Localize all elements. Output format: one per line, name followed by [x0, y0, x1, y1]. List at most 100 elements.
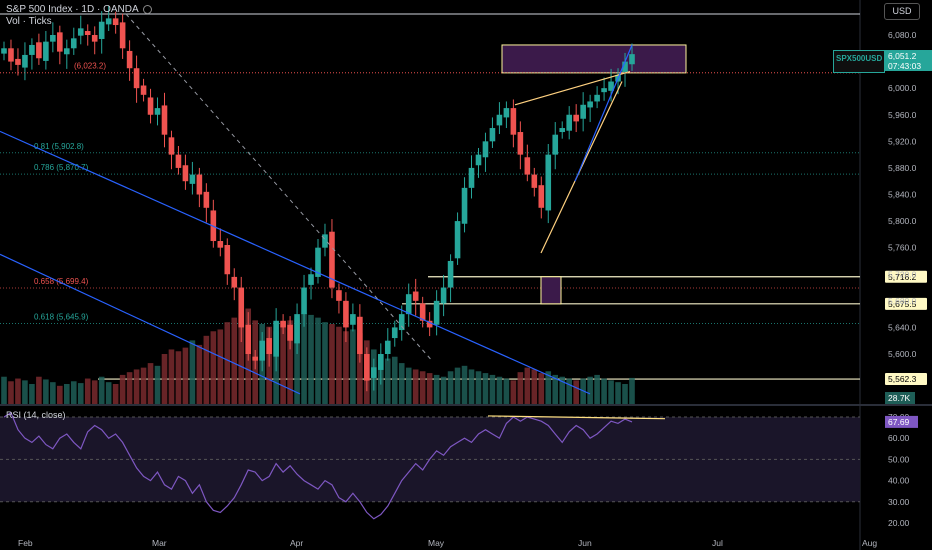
- volume-bar: [475, 371, 482, 404]
- candle-body: [496, 114, 503, 126]
- candle-body: [538, 185, 545, 208]
- volume-bar: [126, 372, 133, 404]
- volume-bar: [287, 320, 293, 404]
- volume-indicator-label[interactable]: Vol · Ticks: [6, 16, 52, 27]
- candle-body: [329, 231, 335, 288]
- volume-bar: [587, 376, 593, 404]
- candle-body: [259, 340, 265, 361]
- currency-button[interactable]: USD: [884, 3, 920, 20]
- channel-line: [574, 44, 633, 182]
- candle-body: [517, 132, 524, 155]
- candle-body: [489, 128, 496, 142]
- fib-label: 0.81 (5,902.8): [34, 142, 84, 151]
- volume-bar: [196, 344, 203, 404]
- candle-body: [461, 187, 468, 224]
- volume-bar: [70, 381, 77, 404]
- symbol-title-row[interactable]: S&P 500 Index · 1D · OANDA: [6, 4, 152, 16]
- candle-body: [1, 48, 7, 54]
- volume-value-label: 28.7K: [888, 393, 911, 403]
- rsi-value-tag: [885, 415, 918, 428]
- candle-body: [419, 303, 426, 321]
- volume-bar: [545, 371, 552, 404]
- candle-body: [168, 137, 175, 155]
- candle-body: [266, 338, 272, 354]
- volume-bar: [503, 378, 510, 404]
- candle-body: [91, 35, 98, 42]
- candle-body: [70, 38, 77, 49]
- candle-body: [126, 50, 133, 69]
- candle-body: [294, 314, 300, 344]
- level-tag-bg: [885, 270, 927, 283]
- level-tag-bg: [885, 373, 927, 386]
- x-tick-label: Feb: [18, 538, 33, 548]
- candle-body: [552, 134, 559, 155]
- candle-body: [77, 28, 84, 36]
- candle-body: [405, 294, 412, 315]
- candle-body: [503, 108, 510, 118]
- candle-body: [119, 22, 126, 49]
- candle-body: [133, 68, 140, 89]
- candle-body: [378, 354, 384, 370]
- volume-bar: [147, 363, 154, 404]
- candle-body: [29, 44, 35, 55]
- candle-body: [357, 316, 363, 354]
- fib-label: 0.618 (5,645.9): [34, 312, 89, 321]
- candle-body: [573, 114, 579, 122]
- ticker-symbol-box: SPX500USD: [833, 50, 885, 73]
- candle-body: [468, 167, 475, 188]
- candle-body: [50, 35, 56, 42]
- volume-bar: [315, 317, 321, 404]
- candle-body: [64, 48, 70, 55]
- volume-bar: [391, 356, 398, 404]
- x-tick-label: Jun: [578, 538, 592, 548]
- candle-body: [22, 54, 28, 68]
- volume-bar: [36, 376, 42, 404]
- rsi-resistance-line: [487, 415, 666, 420]
- x-tick-label: Mar: [152, 538, 167, 548]
- candle-body: [524, 157, 531, 175]
- candle-body: [98, 21, 105, 39]
- volume-bar: [405, 367, 412, 404]
- candle-body: [287, 324, 293, 341]
- volume-bar: [615, 382, 621, 404]
- volume-bar: [210, 331, 217, 404]
- volume-bar: [566, 378, 572, 404]
- trendline-upper: [0, 130, 591, 395]
- volume-bar: [468, 369, 475, 404]
- candle-body: [84, 31, 91, 35]
- supply-zone: [501, 44, 687, 74]
- volume-bar: [329, 324, 335, 404]
- volume-bar: [531, 369, 538, 404]
- price-tick-label: 5,640.0: [888, 322, 917, 332]
- candle-body: [371, 367, 377, 378]
- rsi-indicator-label[interactable]: RSI (14, close): [6, 410, 66, 420]
- rsi-tick-label: 60.00: [888, 433, 910, 443]
- rsi-tick-label: 20.00: [888, 518, 910, 528]
- price-tick-label: 5,760.0: [888, 243, 917, 253]
- candle-body: [245, 324, 252, 354]
- volume-bar: [384, 358, 391, 404]
- last-price-tag: 6,051.2 07:43:03: [885, 50, 932, 71]
- candle-body: [238, 287, 245, 328]
- volume-bar: [15, 378, 21, 404]
- candle-body: [412, 291, 419, 301]
- volume-bar: [489, 374, 496, 404]
- volume-bar: [217, 329, 224, 404]
- volume-bar: [224, 322, 231, 404]
- volume-bar: [105, 382, 112, 404]
- candle-body: [510, 108, 517, 135]
- volume-bar: [77, 383, 84, 404]
- price-tick-label: 5,680.0: [888, 296, 917, 306]
- level-tag-label: 5,716.2: [888, 272, 917, 282]
- rsi-value-label: 67.69: [888, 417, 910, 427]
- volume-bar: [447, 371, 454, 404]
- x-tick-label: May: [428, 538, 445, 548]
- rsi-tick-label: 40.00: [888, 476, 910, 486]
- volume-bar: [308, 314, 314, 404]
- volume-bar: [22, 380, 28, 404]
- trendline-lower: [0, 253, 301, 395]
- candle-body: [391, 327, 398, 339]
- candle-body: [433, 300, 440, 325]
- volume-bar: [280, 322, 286, 404]
